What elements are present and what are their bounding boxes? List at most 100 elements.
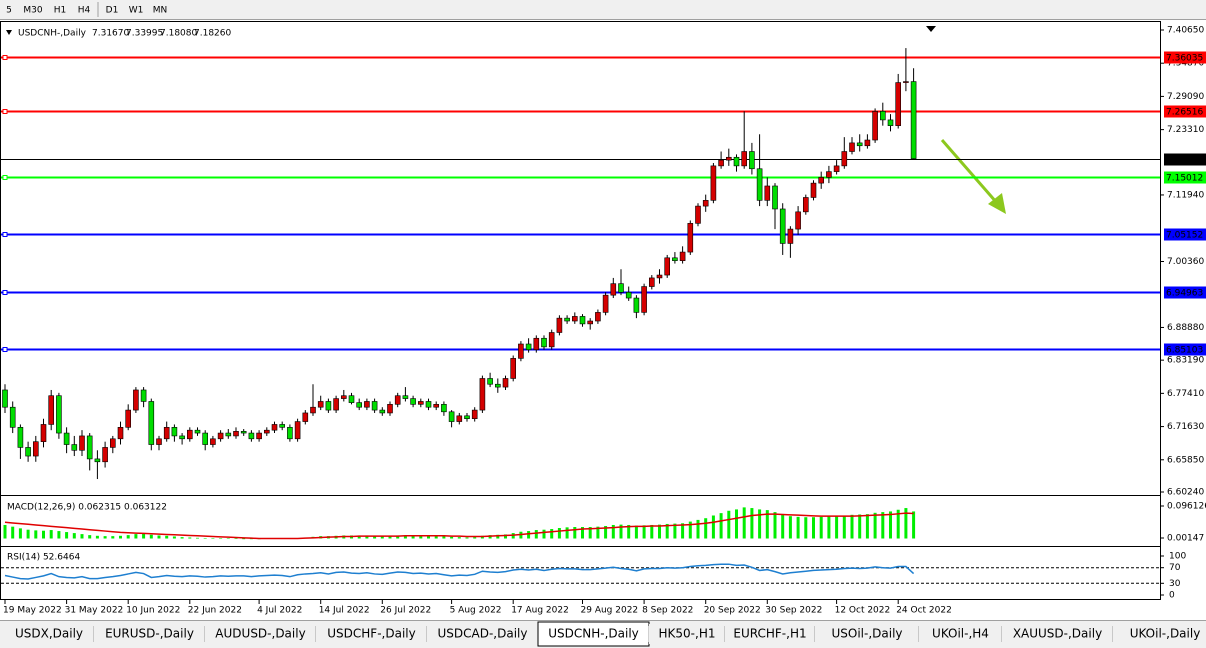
candle-body — [402, 395, 409, 399]
tab[interactable]: USOil-,Daily — [815, 624, 919, 644]
x-tick-label: 8 Sep 2022 — [642, 606, 693, 616]
macd-bar — [881, 512, 885, 539]
candle-body — [494, 383, 501, 388]
tab-label[interactable]: UKOil-,H4 — [932, 627, 989, 641]
candle-body — [102, 447, 108, 463]
timeframe-button[interactable] — [124, 1, 148, 18]
macd-bar — [403, 535, 407, 539]
macd-bar — [665, 523, 669, 539]
candle-body — [833, 165, 840, 172]
tab[interactable]: XAUUSD-,Daily — [1002, 624, 1113, 644]
candle-body — [356, 402, 363, 408]
candle-body — [556, 317, 563, 333]
ohlc-value: 7.33995 — [126, 29, 163, 39]
tab-label[interactable]: USDCHF-,Daily — [327, 627, 415, 641]
tab[interactable]: UKOil-,Daily — [1113, 624, 1206, 644]
macd-bar — [827, 516, 831, 539]
tab[interactable]: USDCNH-,Daily — [537, 621, 650, 647]
rsi-tick-label: 70 — [1169, 563, 1181, 573]
timeframe-label[interactable]: H4 — [78, 6, 91, 16]
tab[interactable]: AUDUSD-,Daily — [205, 624, 316, 644]
tab-background[interactable] — [537, 621, 650, 647]
macd-bar — [788, 516, 792, 539]
candle-body — [279, 424, 286, 428]
timeframe-label[interactable]: W1 — [129, 6, 144, 16]
macd-bar — [219, 538, 223, 540]
timeframe-label[interactable]: MN — [153, 6, 168, 16]
level-anchor — [2, 109, 8, 114]
macd-bar — [704, 518, 708, 539]
timeframe-button[interactable] — [48, 1, 72, 18]
macd-bar — [165, 535, 169, 539]
candle-body — [525, 343, 532, 351]
tab-label[interactable]: USDCNH-,Daily — [548, 627, 639, 641]
macd-bar — [527, 531, 531, 539]
tab-label[interactable]: USDCAD-,Daily — [438, 627, 528, 641]
tab-label[interactable]: AUDUSD-,Daily — [215, 627, 305, 641]
macd-bar — [604, 525, 608, 539]
candle-body — [248, 432, 255, 440]
tab-label[interactable]: EURCHF-,H1 — [733, 627, 806, 641]
tab[interactable]: USDCAD-,Daily — [427, 624, 538, 644]
tab-label[interactable]: UKOil-,Daily — [1130, 627, 1201, 641]
tab[interactable]: USDCHF-,Daily — [316, 624, 427, 644]
candle-body — [656, 274, 663, 279]
tab-background[interactable] — [919, 624, 1002, 644]
macd-bar — [427, 535, 430, 539]
tab-background[interactable] — [725, 624, 815, 644]
candle-body — [872, 110, 878, 141]
tab-label[interactable]: XAUUSD-,Daily — [1013, 627, 1102, 641]
macd-bar — [758, 509, 762, 539]
timeframe-button[interactable] — [0, 1, 18, 18]
macd-bar — [95, 535, 99, 539]
tab[interactable]: USDX,Daily — [4, 624, 94, 644]
tab-background[interactable] — [815, 624, 919, 644]
candle-body — [110, 438, 116, 448]
tab-background[interactable] — [1002, 624, 1113, 644]
tab[interactable]: UKOil-,H4 — [919, 624, 1002, 644]
tab-background[interactable] — [205, 624, 316, 644]
macd-bar — [581, 527, 584, 539]
tab-background[interactable] — [1113, 624, 1206, 644]
candle-body — [40, 424, 47, 442]
rsi-tick-label: 100 — [1169, 552, 1186, 562]
tab[interactable]: HK50-,H1 — [649, 624, 725, 644]
macd-bar — [650, 524, 654, 539]
candle-body — [456, 415, 463, 422]
candle-body — [641, 286, 647, 313]
macd-bar — [873, 512, 877, 539]
timeframe-label[interactable]: 5 — [6, 6, 12, 16]
tab-background[interactable] — [649, 624, 725, 644]
macd-bar — [72, 533, 76, 539]
timeframe-label[interactable]: H1 — [54, 6, 67, 16]
macd-bar — [735, 509, 738, 539]
candle-body — [340, 395, 347, 399]
macd-bar — [434, 535, 438, 539]
tab-background[interactable] — [94, 624, 205, 644]
macd-bar — [380, 536, 384, 539]
timeframe-button[interactable] — [148, 1, 172, 18]
tab[interactable]: EURUSD-,Daily — [94, 624, 205, 644]
macd-bar — [634, 525, 638, 539]
timeframe-button[interactable] — [72, 1, 96, 18]
tab-label[interactable]: EURUSD-,Daily — [105, 627, 194, 641]
macd-bar — [203, 538, 207, 539]
tab-background[interactable] — [316, 624, 427, 644]
candle-body — [887, 119, 894, 126]
macd-bar — [842, 515, 846, 539]
tab-background[interactable] — [4, 624, 94, 644]
tab[interactable]: EURCHF-,H1 — [725, 624, 815, 644]
macd-bar — [912, 511, 916, 539]
tab-label[interactable]: USOil-,Daily — [831, 627, 902, 641]
timeframe-label[interactable]: D1 — [106, 6, 119, 16]
timeframe-button[interactable] — [100, 1, 124, 18]
symbol-label: USDCNH-,Daily — [18, 29, 87, 39]
timeframe-button[interactable] — [18, 1, 48, 18]
candle-body — [2, 389, 8, 408]
tab-label[interactable]: USDX,Daily — [15, 627, 83, 641]
candle-body — [310, 406, 316, 414]
timeframe-label[interactable]: M30 — [23, 6, 42, 16]
macd-bar — [457, 537, 461, 539]
tab-label[interactable]: HK50-,H1 — [659, 627, 716, 641]
tab-background[interactable] — [427, 624, 538, 644]
